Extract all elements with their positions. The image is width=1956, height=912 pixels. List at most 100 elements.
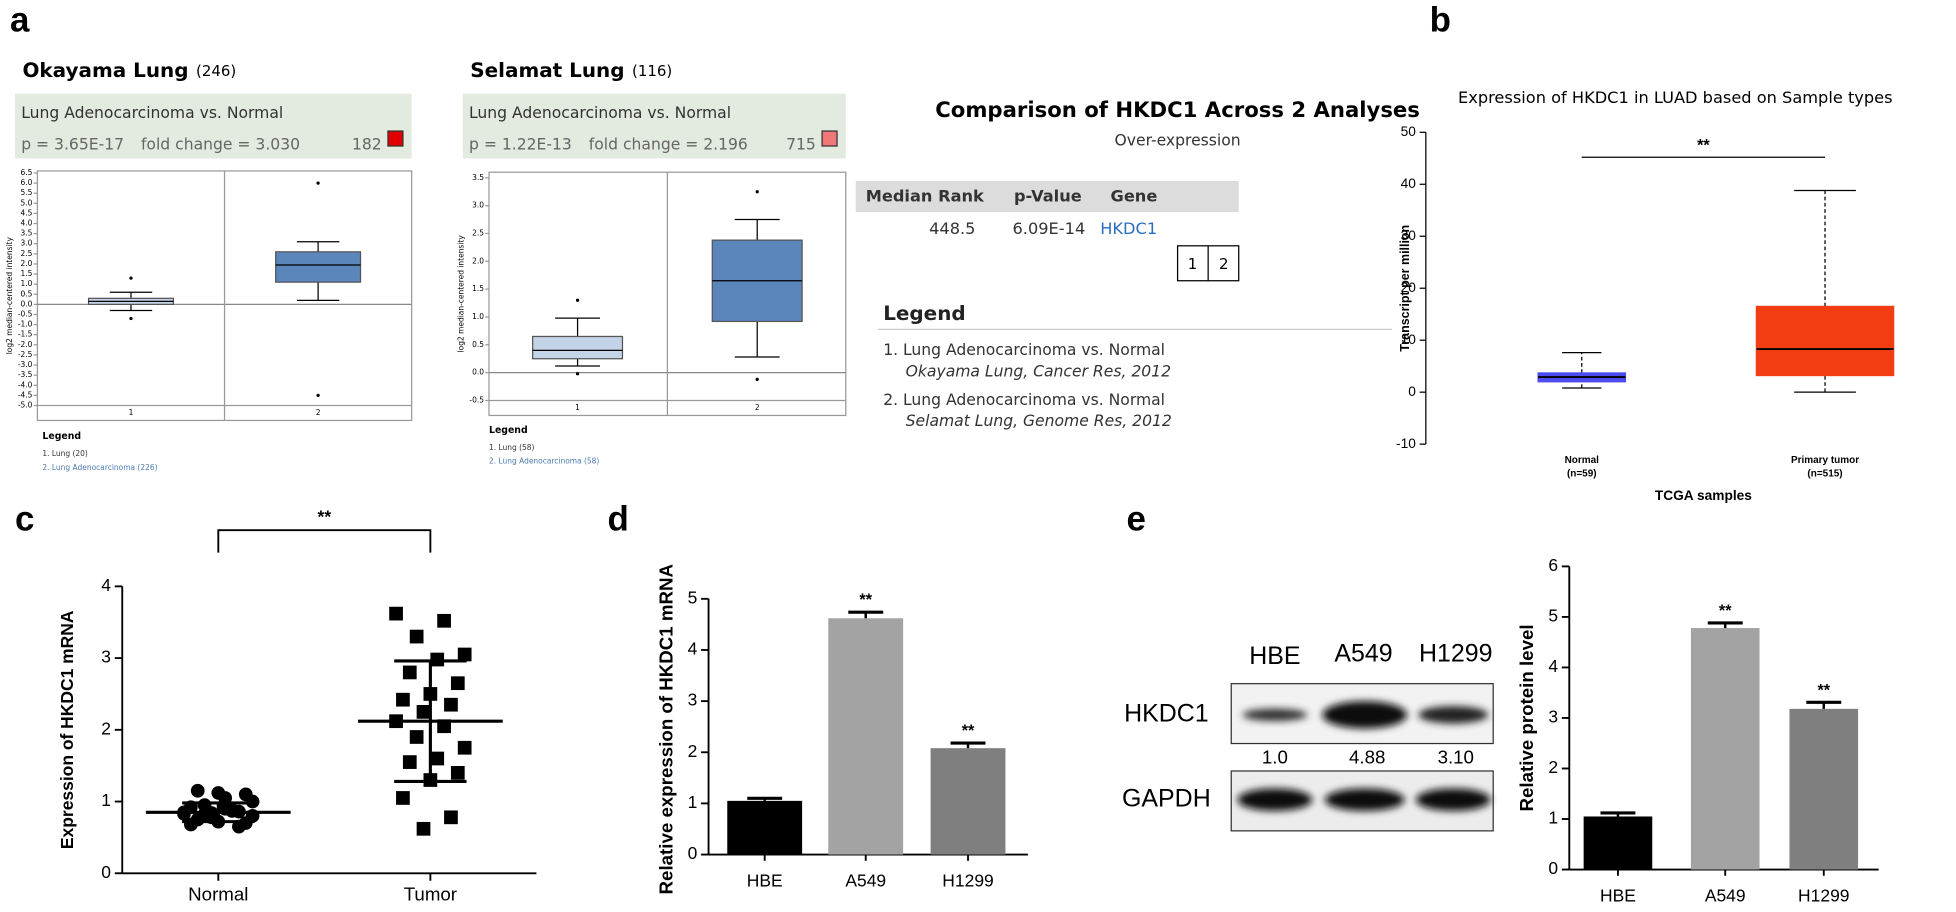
- y-tick-label: -4.0: [18, 380, 33, 389]
- legend-item: Okayama Lung, Cancer Res, 2012: [906, 362, 1171, 380]
- outlier: [129, 316, 133, 321]
- y-tick-label: 50: [1401, 124, 1417, 139]
- box: [275, 251, 362, 283]
- quantity: 1.0: [1262, 746, 1288, 767]
- stat: 182: [352, 135, 382, 153]
- y-tick-label: 5: [688, 587, 698, 607]
- rank-marker: [387, 130, 404, 147]
- legend-item: 2. Lung Adenocarcinoma (226): [42, 463, 157, 472]
- y-tick-label: 2: [1548, 757, 1558, 777]
- point: [409, 730, 424, 744]
- y-tick-label: 0: [1408, 384, 1416, 399]
- x-tick-label: Tumor: [404, 884, 457, 905]
- gene-link[interactable]: HKDC1: [1100, 219, 1157, 238]
- x-tick-label: A549: [845, 871, 886, 891]
- annotation: **: [1719, 602, 1732, 620]
- header-bg: [14, 93, 412, 159]
- quantity: 3.10: [1438, 746, 1474, 767]
- y-tick-label: 3.5: [21, 229, 33, 238]
- legend-item: 2. Lung Adenocarcinoma vs. Normal: [883, 391, 1165, 409]
- y-tick-label: 4: [101, 575, 111, 595]
- point: [416, 705, 431, 719]
- point: [450, 676, 465, 691]
- y-tick-label: 4: [688, 639, 698, 659]
- y-tick-label: -1.5: [18, 330, 33, 339]
- point: [457, 647, 472, 662]
- y-tick-label: 1: [1548, 808, 1558, 828]
- y-tick-label: 1.5: [21, 269, 33, 278]
- point: [396, 692, 410, 707]
- x-tick-note: (n=515): [1807, 469, 1842, 480]
- y-axis-label: log2 median-centered intensity: [5, 237, 14, 355]
- point: [437, 613, 451, 628]
- y-tick-label: 3: [101, 647, 111, 667]
- outlier: [316, 393, 320, 397]
- lane-label: HBE: [1249, 642, 1300, 670]
- y-tick-label: 0.5: [21, 289, 33, 298]
- y-tick-label: 2: [101, 718, 111, 738]
- table-title: Comparison of HKDC1 Across 2 Analyses: [935, 97, 1420, 122]
- x-tick-label: 1: [129, 408, 134, 417]
- row-label: HKDC1: [1124, 699, 1209, 727]
- outlier: [575, 298, 580, 302]
- annotation: **: [859, 591, 872, 609]
- point: [409, 629, 424, 644]
- y-tick-label: 5.5: [21, 188, 33, 197]
- bar: [727, 800, 803, 855]
- table-header-bg: [855, 180, 1239, 213]
- title-text: Selamat Lung: [470, 58, 624, 82]
- stat: p = 3.65E-17: [21, 135, 124, 153]
- bracket: [217, 529, 432, 553]
- y-tick-label: -1.0: [18, 320, 33, 329]
- point: [416, 821, 431, 836]
- y-tick-label: 1.0: [21, 279, 33, 288]
- point: [430, 751, 445, 766]
- y-tick-label: -0.5: [18, 310, 33, 319]
- panel-label: b: [1430, 1, 1451, 40]
- point: [396, 791, 410, 805]
- y-tick-label: 2: [688, 741, 698, 761]
- oncomine-panel: Okayama Lung (246) Lung Adenocarcinoma vs.…: [5, 58, 413, 472]
- box: [532, 335, 624, 360]
- band: [1418, 706, 1489, 724]
- y-tick-label: -5.0: [18, 400, 33, 409]
- x-tick-label: H1299: [942, 871, 993, 891]
- y-tick-label: 20: [1401, 280, 1417, 295]
- y-tick-label: 40: [1401, 176, 1417, 191]
- x-tick-note: (n=59): [1567, 469, 1597, 480]
- y-tick-label: -0.5: [469, 395, 484, 404]
- band: [1322, 701, 1408, 729]
- y-tick-label: 3: [1548, 707, 1558, 727]
- stat: 715: [786, 135, 816, 153]
- western-blot: HBE A549 H1299 HKDC1 GAPDH 1.0 4.88 3.10: [1122, 640, 1494, 832]
- y-tick-label: 4: [1548, 656, 1558, 676]
- legend-title: Legend: [883, 301, 966, 325]
- y-tick-label: -10: [1396, 436, 1416, 451]
- point: [190, 783, 205, 798]
- x-tick-label: 1: [575, 403, 580, 412]
- table-header: Median Rank: [866, 187, 985, 206]
- annotation: **: [318, 506, 332, 526]
- table-subtitle: Over-expression: [1115, 132, 1241, 150]
- outlier: [575, 372, 580, 376]
- x-tick-label: Normal: [1565, 455, 1600, 466]
- table-cell: 448.5: [929, 219, 975, 238]
- y-tick-label: -3.0: [18, 360, 33, 369]
- chart-title: Expression of HKDC1 in LUAD based on Sam…: [1458, 88, 1893, 107]
- legend-title: Legend: [42, 431, 81, 442]
- outlier: [129, 276, 133, 280]
- x-tick-label: 2: [755, 403, 760, 412]
- y-tick-label: 3.5: [472, 173, 484, 182]
- x-tick-label: HBE: [747, 871, 783, 891]
- band: [1324, 788, 1405, 811]
- y-axis-label: Relative protein level: [1516, 624, 1537, 811]
- y-tick-label: 2.5: [21, 249, 33, 258]
- x-tick-label: 2: [316, 408, 321, 417]
- panel-label: a: [10, 1, 30, 40]
- x-tick-label: A549: [1705, 886, 1746, 906]
- legend-item: 1. Lung Adenocarcinoma vs. Normal: [883, 341, 1165, 359]
- y-tick-label: 3.0: [21, 239, 33, 248]
- outlier: [755, 377, 759, 381]
- y-tick-label: 0: [1548, 858, 1558, 878]
